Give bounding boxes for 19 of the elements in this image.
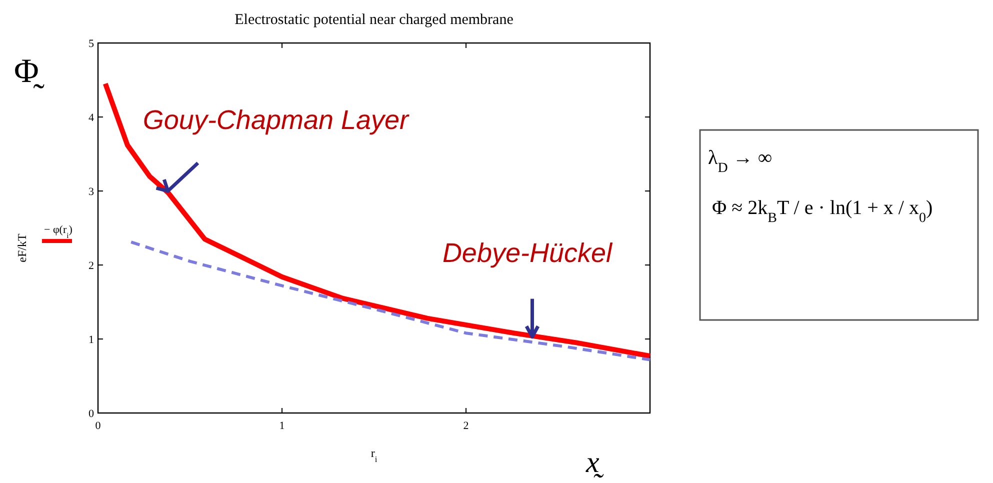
text: Φ̰ bbox=[14, 53, 45, 90]
y-tick-label: 4 bbox=[88, 112, 94, 124]
annotation: Gouy-Chapman Layer bbox=[142, 105, 410, 135]
y-tick-label: 1 bbox=[88, 334, 94, 346]
annotation: Debye-Hückel bbox=[442, 238, 614, 268]
text: Φ ≈ 2k$_{B}$T / e · ln(1 + x / x$_{0}$) bbox=[712, 197, 933, 226]
x-tick-label: 2 bbox=[463, 420, 469, 432]
y-axis-title: eF/kT bbox=[15, 233, 29, 262]
chart-title: Electrostatic potential near charged membrane bbox=[234, 12, 514, 28]
x-axis-title: r$_{i}$ bbox=[370, 446, 378, 464]
line-series bbox=[130, 240, 652, 362]
y-tick-label: 3 bbox=[88, 186, 94, 198]
text: x̰ bbox=[585, 446, 604, 479]
text: λ$_{D}$ → ∞ bbox=[708, 147, 772, 176]
x-tick-label: 1 bbox=[279, 420, 285, 432]
text: − φ(r$_{i}$) bbox=[44, 224, 73, 240]
y-tick-label: 0 bbox=[88, 408, 94, 420]
y-tick-label: 2 bbox=[88, 260, 94, 272]
y-tick-label: 5 bbox=[88, 38, 94, 50]
